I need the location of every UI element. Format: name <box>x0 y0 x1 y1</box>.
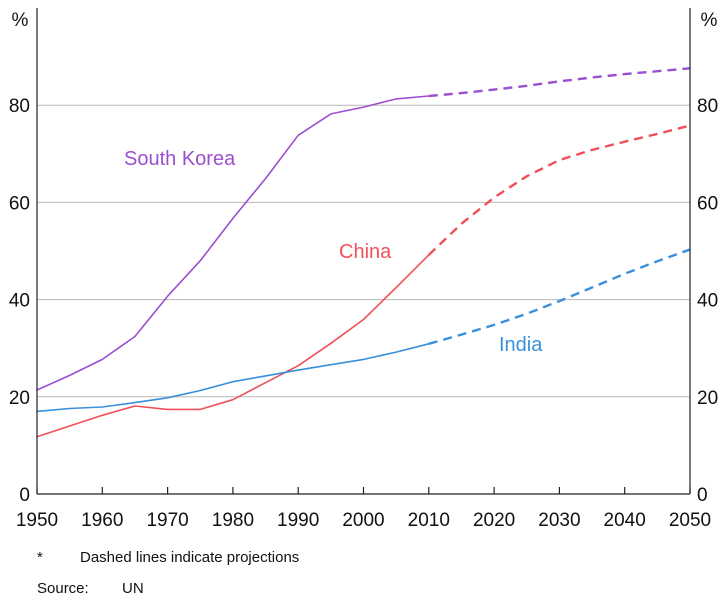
series-labels: South Korea China India <box>124 148 543 356</box>
x-tick-1960: 1960 <box>81 510 123 531</box>
series-line-india <box>36 342 430 413</box>
series-label-india: India <box>499 334 543 356</box>
grid-lines <box>37 104 690 398</box>
y-unit-left: % <box>12 10 29 31</box>
series-projection-india <box>428 248 691 345</box>
y-tick-left-20: 20 <box>9 388 30 409</box>
series-label-south-korea: South Korea <box>124 148 236 170</box>
y-tick-right-20: 20 <box>697 388 718 409</box>
series-projection-south-korea <box>428 67 691 98</box>
series-lines <box>36 67 691 438</box>
source-text: UN <box>122 580 144 597</box>
x-tick-1980: 1980 <box>212 510 254 531</box>
plot-frame <box>36 8 691 495</box>
x-tick-2020: 2020 <box>473 510 515 531</box>
x-tick-2030: 2030 <box>538 510 580 531</box>
y-tick-right-0: 0 <box>697 485 708 506</box>
x-tick-2010: 2010 <box>408 510 450 531</box>
x-tick-1970: 1970 <box>146 510 188 531</box>
y-tick-left-80: 80 <box>9 96 30 117</box>
y-tick-right-60: 60 <box>697 193 718 214</box>
x-tick-1990: 1990 <box>277 510 319 531</box>
source-label: Source: <box>37 580 89 597</box>
series-line-china <box>36 254 430 438</box>
series-line-south-korea <box>36 95 430 391</box>
y-tick-left-60: 60 <box>9 193 30 214</box>
x-tick-2050: 2050 <box>669 510 711 531</box>
y-tick-right-80: 80 <box>697 96 718 117</box>
x-tick-2000: 2000 <box>342 510 384 531</box>
footnote-marker: * <box>37 549 43 566</box>
x-tick-1950: 1950 <box>16 510 58 531</box>
y-tick-left-40: 40 <box>9 291 30 312</box>
footnote-text: Dashed lines indicate projections <box>80 549 300 566</box>
y-tick-left-0: 0 <box>19 485 30 506</box>
series-label-china: China <box>339 241 392 263</box>
x-tick-2040: 2040 <box>604 510 646 531</box>
series-projection-china <box>427 124 691 256</box>
y-tick-right-40: 40 <box>697 291 718 312</box>
y-unit-right: % <box>701 10 718 31</box>
